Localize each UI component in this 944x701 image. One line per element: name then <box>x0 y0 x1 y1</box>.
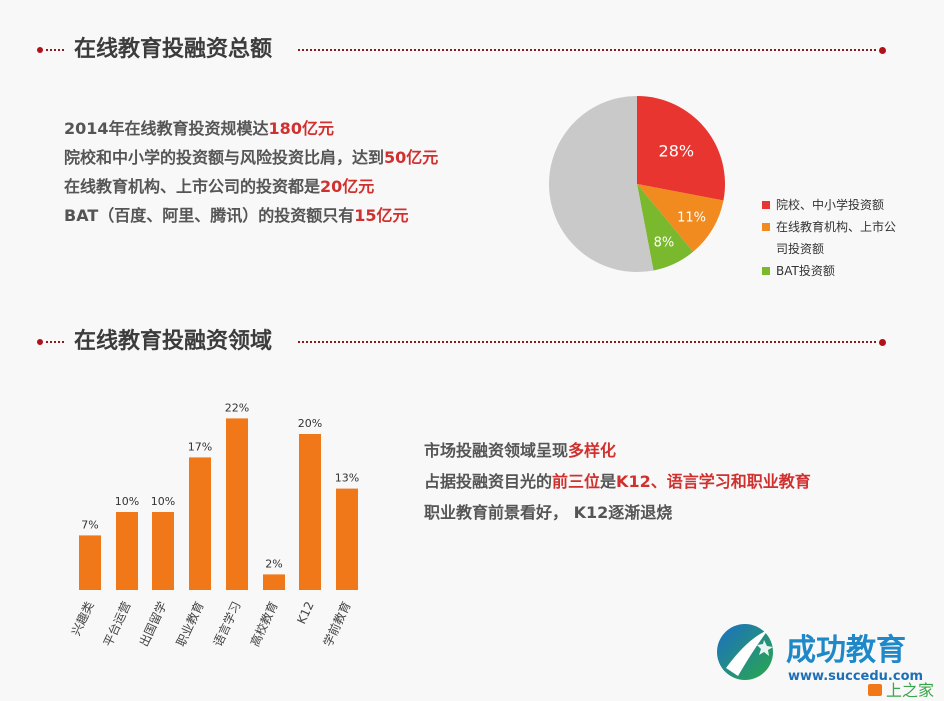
pie-slice-label: 28% <box>659 141 695 160</box>
pie-chart: 28% 11%8% <box>549 96 725 272</box>
section-header-investment-domain: 在线教育投融资领域 <box>0 327 944 357</box>
bar-chart: 7% 兴趣类 10% 平台运营 10% 出国留学 17% 职业教育 22% 语言学习 2% 高校教育 2… <box>68 401 359 649</box>
pie-legend: 院校、中小学投资额 在线教育机构、上市公司投资额 BAT投资额 <box>762 194 898 282</box>
header-dotted-line-right <box>298 49 876 51</box>
bar <box>189 457 211 590</box>
section-header-investment-total: 在线教育投融资总额 <box>0 35 944 65</box>
bar-category-label: 高校教育 <box>247 599 281 649</box>
pie-slice <box>637 96 725 201</box>
highlight-text: 多样化 <box>568 441 617 460</box>
highlight-text: 前三位 <box>552 472 601 491</box>
summary-line: 市场投融资领域呈现多样化 <box>424 441 617 460</box>
header-dotted-line-left <box>46 341 64 343</box>
bar-value-label: 22% <box>225 401 249 414</box>
header-dot-left <box>37 339 43 345</box>
watermark-text: 上之家 <box>886 681 934 697</box>
section-title: 在线教育投融资总额 <box>74 37 273 62</box>
bar <box>116 512 138 590</box>
brand-logo: 成功教育 www.succedu.com 上之家 <box>708 618 944 700</box>
legend-item: 在线教育机构、上市公司投资额 <box>762 216 898 260</box>
pie-slice-label: 11% <box>677 210 706 225</box>
bar-category-label: 平台运营 <box>100 599 134 649</box>
bar <box>299 434 321 590</box>
legend-swatch-green <box>762 267 770 275</box>
bar-value-label: 20% <box>298 417 322 430</box>
header-dot-left <box>37 47 43 53</box>
header-dot-right <box>879 47 886 54</box>
summary-line: 占据投融资目光的前三位是K12、语言学习和职业教育 <box>424 472 811 491</box>
header-dotted-line-left <box>46 49 64 51</box>
summary-line: 职业教育前景看好， K12逐渐退烧 <box>424 503 673 522</box>
bar-category-label: K12 <box>294 599 316 626</box>
legend-item: 院校、中小学投资额 <box>762 194 898 216</box>
logo-url: www.succedu.com <box>788 669 923 684</box>
legend-swatch-orange <box>762 223 770 231</box>
bar-value-label: 10% <box>115 495 139 508</box>
summary-line: BAT（百度、阿里、腾讯）的投资额只有15亿元 <box>64 206 409 225</box>
highlight-text: K12、语言学习和职业教育 <box>616 472 811 491</box>
logo-title: 成功教育 <box>786 633 906 668</box>
header-dotted-line-right <box>298 341 876 343</box>
legend-swatch-red <box>762 201 770 209</box>
highlight-value: 180亿元 <box>268 119 334 138</box>
summary-line: 2014年在线教育投资规模达180亿元 <box>64 119 334 138</box>
bar-category-label: 兴趣类 <box>68 599 97 638</box>
legend-item: BAT投资额 <box>762 260 898 282</box>
pie-slice <box>637 184 694 271</box>
pie-slice <box>637 184 724 252</box>
bar-category-label: 出国留学 <box>136 599 170 649</box>
bar <box>263 574 285 590</box>
highlight-value: 50亿元 <box>384 148 439 167</box>
bar <box>79 535 101 590</box>
highlight-value: 20亿元 <box>320 177 375 196</box>
bar-value-label: 10% <box>151 495 175 508</box>
bar <box>226 418 248 590</box>
pie-slice <box>549 96 654 272</box>
bar <box>336 488 358 590</box>
summary-line: 在线教育机构、上市公司的投资都是20亿元 <box>64 177 375 196</box>
bar-value-label: 7% <box>81 518 98 531</box>
section-title: 在线教育投融资领域 <box>74 329 273 354</box>
bar-value-label: 17% <box>188 440 212 453</box>
pie-slice-label: 8% <box>654 235 675 250</box>
bar-value-label: 2% <box>265 557 282 570</box>
bar <box>152 512 174 590</box>
summary-line: 院校和中小学的投资额与风险投资比肩，达到50亿元 <box>64 148 439 167</box>
bar-category-label: 学前教育 <box>320 599 354 649</box>
bar-category-label: 语言学习 <box>210 599 244 649</box>
highlight-value: 15亿元 <box>354 206 409 225</box>
logo-mark-icon: 成功教育 www.succedu.com 上之家 <box>717 624 934 700</box>
bar-value-label: 13% <box>335 472 359 485</box>
bar-category-label: 职业教育 <box>173 599 207 649</box>
domain-summary: 市场投融资领域呈现多样化 占据投融资目光的前三位是K12、语言学习和职业教育 职… <box>424 435 811 528</box>
investment-summary: 2014年在线教育投资规模达180亿元 院校和中小学的投资额与风险投资比肩，达到… <box>64 114 438 230</box>
header-dot-right <box>879 339 886 346</box>
